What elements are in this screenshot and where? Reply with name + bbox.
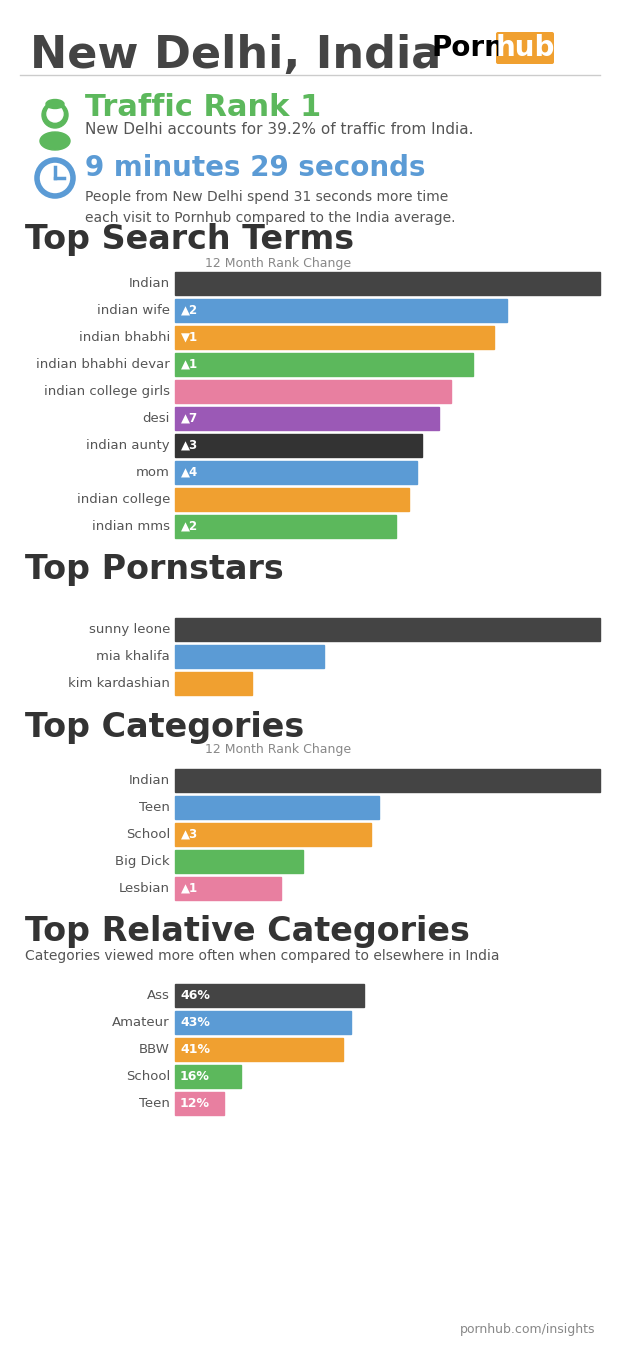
Text: pornhub.com/insights: pornhub.com/insights [459, 1323, 595, 1336]
Bar [175, 824, 371, 846]
Text: indian college: indian college [77, 493, 170, 506]
Text: indian college girls: indian college girls [44, 385, 170, 398]
Text: Categories viewed more often when compared to elsewhere in India: Categories viewed more often when compar… [25, 949, 500, 963]
Bar [175, 352, 472, 377]
Text: Big Dick: Big Dick [115, 855, 170, 868]
Bar [175, 850, 303, 873]
Text: 9 minutes 29 seconds: 9 minutes 29 seconds [85, 154, 425, 182]
Text: ▲4: ▲4 [181, 466, 198, 479]
Bar [175, 433, 422, 458]
Text: 46%: 46% [180, 990, 210, 1002]
Text: Ass: Ass [147, 990, 170, 1002]
Bar [175, 460, 417, 485]
Text: Top Search Terms: Top Search Terms [25, 224, 354, 256]
Bar [175, 271, 600, 296]
Bar [175, 645, 324, 668]
Bar [175, 1011, 352, 1034]
Text: sunny leone: sunny leone [89, 622, 170, 636]
Text: desi: desi [143, 412, 170, 425]
Text: indian bhabhi: indian bhabhi [79, 331, 170, 344]
Text: New Delhi, India: New Delhi, India [30, 34, 441, 77]
Bar [175, 487, 409, 512]
Text: Top Relative Categories: Top Relative Categories [25, 915, 470, 949]
Text: 16%: 16% [180, 1071, 210, 1083]
Text: ▼1: ▼1 [181, 331, 198, 344]
Bar [175, 769, 600, 792]
Circle shape [42, 103, 68, 128]
Text: Amateur: Amateur [112, 1017, 170, 1029]
Text: indian aunty: indian aunty [86, 439, 170, 452]
Text: indian wife: indian wife [97, 304, 170, 317]
Bar [175, 1065, 241, 1088]
Text: ▲1: ▲1 [181, 882, 198, 895]
Text: BBW: BBW [139, 1044, 170, 1056]
Text: Lesbian: Lesbian [119, 882, 170, 895]
Text: ▲3: ▲3 [181, 828, 198, 841]
Bar [175, 1038, 343, 1061]
Ellipse shape [40, 132, 70, 150]
Ellipse shape [46, 100, 64, 108]
Text: indian bhabhi devar: indian bhabhi devar [36, 358, 170, 371]
Text: 41%: 41% [180, 1044, 210, 1056]
Text: ▲3: ▲3 [181, 439, 198, 452]
Bar [175, 672, 252, 695]
Text: Porn: Porn [432, 34, 505, 62]
Text: ▲2: ▲2 [181, 304, 198, 317]
Text: People from New Delhi spend 31 seconds more time
each visit to Pornhub compared : People from New Delhi spend 31 seconds m… [85, 190, 456, 224]
Text: ▲7: ▲7 [181, 412, 198, 425]
Text: ▲2: ▲2 [181, 520, 198, 533]
Text: ▲1: ▲1 [181, 358, 198, 371]
Circle shape [47, 107, 63, 122]
Text: Top Categories: Top Categories [25, 710, 304, 744]
Text: mia khalifa: mia khalifa [96, 649, 170, 663]
Text: Teen: Teen [139, 1098, 170, 1110]
Bar [175, 325, 494, 350]
Bar [175, 298, 507, 323]
Text: kim kardashian: kim kardashian [68, 676, 170, 690]
Bar [175, 618, 600, 641]
Text: 12%: 12% [180, 1098, 210, 1110]
Text: Top Pornstars: Top Pornstars [25, 554, 284, 586]
Bar [175, 984, 363, 1007]
FancyBboxPatch shape [496, 32, 554, 63]
Text: indian mms: indian mms [92, 520, 170, 533]
Bar [175, 878, 281, 900]
Text: Indian: Indian [129, 277, 170, 290]
Bar [175, 796, 379, 819]
Text: 43%: 43% [180, 1017, 210, 1029]
Bar [175, 379, 451, 404]
Text: hub: hub [495, 34, 555, 62]
Text: School: School [126, 1071, 170, 1083]
Bar [175, 1092, 224, 1115]
Bar [175, 406, 438, 431]
Text: Indian: Indian [129, 774, 170, 787]
Text: Traffic Rank 1: Traffic Rank 1 [85, 93, 321, 123]
Bar [175, 514, 396, 539]
Text: 12 Month Rank Change: 12 Month Rank Change [205, 256, 351, 270]
Text: New Delhi accounts for 39.2% of traffic from India.: New Delhi accounts for 39.2% of traffic … [85, 123, 474, 138]
Text: mom: mom [136, 466, 170, 479]
Text: Teen: Teen [139, 801, 170, 814]
Text: 12 Month Rank Change: 12 Month Rank Change [205, 744, 351, 756]
Text: School: School [126, 828, 170, 841]
